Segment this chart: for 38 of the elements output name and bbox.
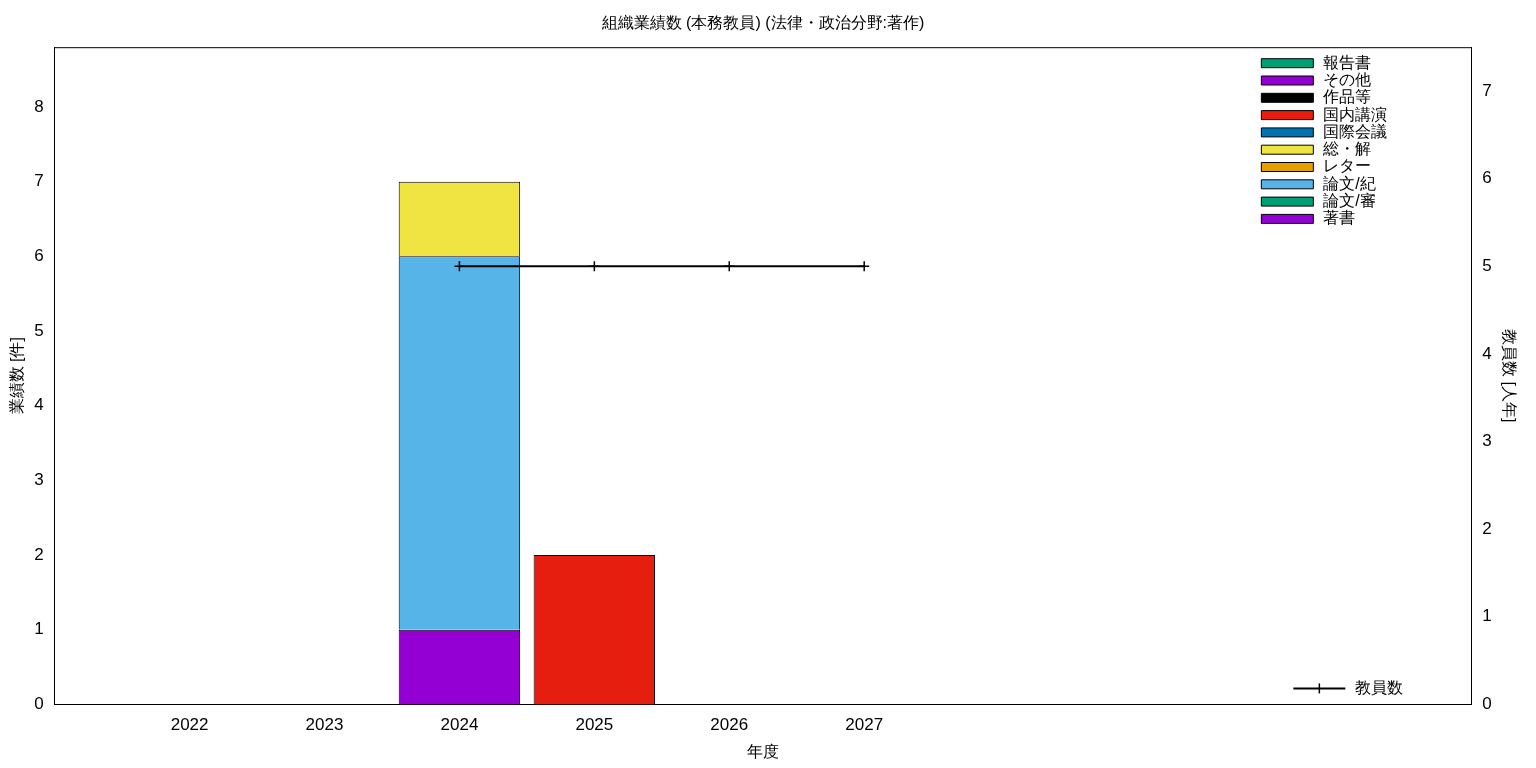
y-tick-label: 5 [34,320,44,340]
y2-tick-label: 7 [1482,80,1492,100]
y-tick-label: 0 [34,694,44,714]
y2-axis-title: 教員数 [人年] [1500,329,1518,423]
legend-label: 著書 [1323,209,1356,227]
chart-title: 組織業績数 (本務教員) (法律・政治分野:著作) [600,14,925,32]
legend-label: レター [1323,157,1372,175]
x-tick-label: 2027 [845,715,884,735]
y-tick-label: 2 [34,544,44,564]
y-tick-label: 3 [34,470,44,490]
legend-label: 総・解 [1322,140,1372,158]
legend-label: 国内講演 [1323,105,1388,123]
x-tick-label: 2023 [305,715,344,735]
y2-tick-label: 5 [1482,255,1492,275]
y-tick-label: 6 [34,246,44,265]
legend-label: 国際会議 [1323,122,1388,140]
y-tick-label: 7 [34,171,44,191]
y2-tick-label: 3 [1482,431,1492,451]
y2-tick-label: 2 [1482,518,1492,538]
y-tick-label: 4 [34,395,44,415]
y2-tick-label: 4 [1482,343,1492,363]
x-tick-label: 2026 [710,715,749,735]
legend-label: 論文/紀 [1323,174,1376,192]
legend-label: 教員数 [1355,678,1404,696]
x-tick-label: 2024 [440,715,479,735]
y2-tick-label: 1 [1482,606,1492,626]
legend-label: 報告書 [1323,53,1372,71]
y-tick-label: 8 [34,96,44,116]
x-tick-label: 2025 [575,715,614,735]
y-tick-label: 1 [34,619,44,639]
y2-tick-label: 0 [1482,694,1492,714]
x-axis-title: 年度 [747,742,779,760]
legend-label: 作品等 [1322,88,1372,106]
legend-label: その他 [1323,70,1372,88]
y-axis-title: 業績数 [件] [8,337,26,415]
y2-tick-label: 6 [1482,168,1492,188]
legend-label: 論文/審 [1323,192,1376,210]
x-tick-label: 2022 [170,715,209,735]
